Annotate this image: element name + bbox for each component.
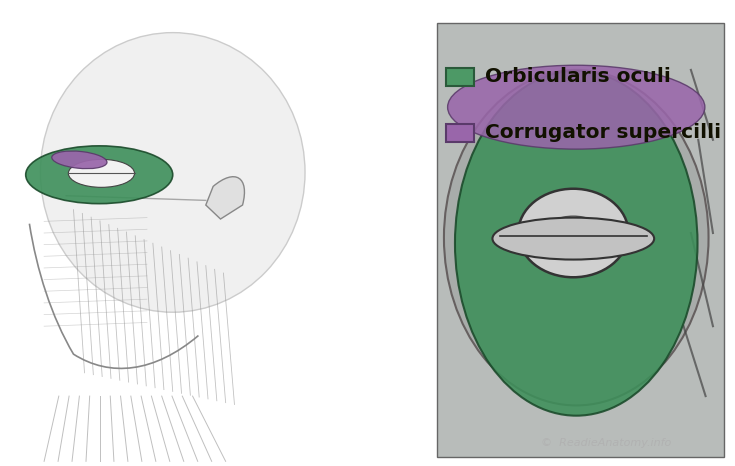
PathPatch shape [206,177,245,219]
Bar [446,68,474,86]
Ellipse shape [26,146,173,204]
Ellipse shape [444,70,709,405]
Ellipse shape [51,151,107,169]
Bar [437,23,724,457]
Ellipse shape [455,71,698,416]
Ellipse shape [548,216,598,240]
Ellipse shape [492,218,654,260]
Ellipse shape [68,159,135,187]
Bar [446,124,474,142]
Ellipse shape [448,65,705,149]
Ellipse shape [518,189,628,277]
Bar [0,0,426,466]
Text: Corrugator supercilli: Corrugator supercilli [485,123,721,142]
Text: ©  ReadieAnatomy.info: © ReadieAnatomy.info [541,439,672,448]
Ellipse shape [40,33,305,312]
Text: Orbicularis oculi: Orbicularis oculi [485,68,671,86]
